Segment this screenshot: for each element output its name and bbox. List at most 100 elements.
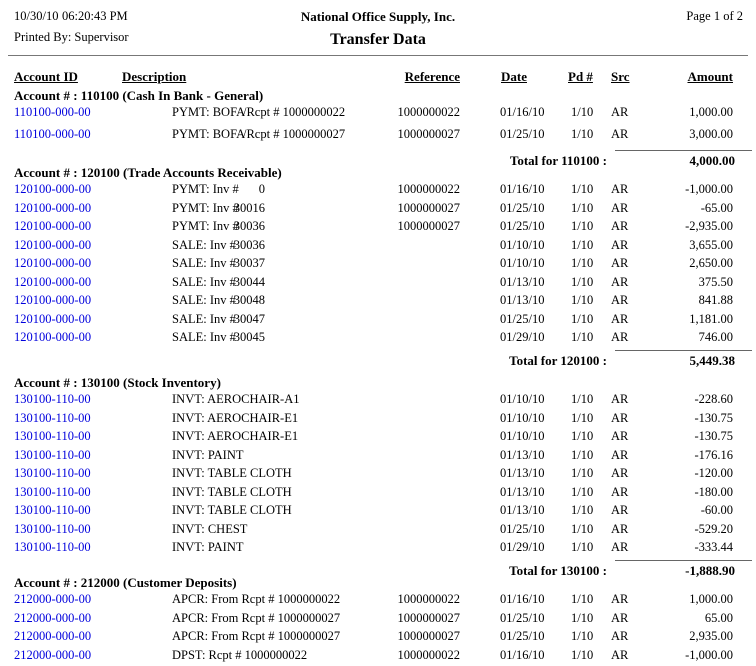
amount-cell: 1,000.00 [645, 105, 733, 120]
account-id-link[interactable]: 212000-000-00 [14, 611, 164, 626]
account-id-link[interactable]: 120100-000-00 [14, 219, 164, 234]
description-text: INVT: PAINT [172, 448, 243, 463]
source-cell: AR [611, 448, 641, 463]
total-rule [615, 560, 752, 561]
date-cell: 01/25/10 [500, 219, 552, 234]
account-id-link[interactable]: 130100-110-00 [14, 540, 164, 555]
account-id-link[interactable]: 110100-000-00 [14, 105, 164, 120]
amount-cell: 3,655.00 [645, 238, 733, 253]
date-cell: 01/10/10 [500, 238, 552, 253]
reference-cell: 1000000027 [380, 127, 460, 142]
source-cell: AR [611, 330, 641, 345]
date-cell: 01/13/10 [500, 448, 552, 463]
amount-cell: -60.00 [645, 503, 733, 518]
account-id-link[interactable]: 130100-110-00 [14, 392, 164, 407]
amount-cell: -130.75 [645, 411, 733, 426]
amount-cell: -1,000.00 [645, 648, 733, 663]
amount-cell: 841.88 [645, 293, 733, 308]
total-amount: 5,449.38 [645, 353, 735, 369]
amount-cell: 2,935.00 [645, 629, 733, 644]
total-rule [615, 350, 752, 351]
source-cell: AR [611, 411, 641, 426]
period-cell: 1/10 [571, 312, 601, 327]
column-header-row: Account ID Description Reference Date Pd… [0, 69, 756, 85]
date-cell: 01/10/10 [500, 256, 552, 271]
column-header-amount: Amount [645, 69, 733, 85]
date-cell: 01/29/10 [500, 330, 552, 345]
amount-cell: 1,000.00 [645, 592, 733, 607]
page-number: Page 1 of 2 [686, 9, 743, 24]
account-id-link[interactable]: 130100-110-00 [14, 503, 164, 518]
account-id-link[interactable]: 120100-000-00 [14, 330, 164, 345]
source-cell: AR [611, 503, 641, 518]
source-cell: AR [611, 392, 641, 407]
amount-cell: -180.00 [645, 485, 733, 500]
description-detail: 30036 [220, 238, 265, 253]
date-cell: 01/25/10 [500, 629, 552, 644]
total-label: Total for 120100 : [380, 353, 607, 369]
account-id-link[interactable]: 120100-000-00 [14, 293, 164, 308]
description-text: INVT: AEROCHAIR-A1 [172, 392, 300, 407]
period-cell: 1/10 [571, 330, 601, 345]
period-cell: 1/10 [571, 256, 601, 271]
account-id-link[interactable]: 120100-000-00 [14, 312, 164, 327]
account-section: Account # : 110100 (Cash In Bank - Gener… [0, 88, 756, 173]
date-cell: 01/13/10 [500, 275, 552, 290]
amount-cell: 746.00 [645, 330, 733, 345]
source-cell: AR [611, 105, 641, 120]
account-id-link[interactable]: 130100-110-00 [14, 411, 164, 426]
date-cell: 01/10/10 [500, 429, 552, 444]
header-rule [8, 55, 748, 56]
amount-cell: -2,935.00 [645, 219, 733, 234]
account-id-link[interactable]: 120100-000-00 [14, 182, 164, 197]
account-id-link[interactable]: 130100-110-00 [14, 485, 164, 500]
amount-cell: 65.00 [645, 611, 733, 626]
account-id-link[interactable]: 120100-000-00 [14, 238, 164, 253]
period-cell: 1/10 [571, 182, 601, 197]
period-cell: 1/10 [571, 219, 601, 234]
source-cell: AR [611, 201, 641, 216]
description-text: INVT: PAINT [172, 540, 243, 555]
description-text: APCR: From Rcpt # 1000000027 [172, 629, 340, 644]
date-cell: 01/16/10 [500, 592, 552, 607]
description-text: DPST: Rcpt # 1000000022 [172, 648, 307, 663]
amount-cell: -65.00 [645, 201, 733, 216]
date-cell: 01/16/10 [500, 105, 552, 120]
date-cell: 01/13/10 [500, 503, 552, 518]
account-id-link[interactable]: 130100-110-00 [14, 429, 164, 444]
amount-cell: -176.16 [645, 448, 733, 463]
source-cell: AR [611, 293, 641, 308]
date-cell: 01/16/10 [500, 182, 552, 197]
account-id-link[interactable]: 110100-000-00 [14, 127, 164, 142]
account-id-link[interactable]: 212000-000-00 [14, 592, 164, 607]
account-id-link[interactable]: 120100-000-00 [14, 256, 164, 271]
amount-cell: -130.75 [645, 429, 733, 444]
column-header-account-id: Account ID [14, 69, 78, 85]
account-id-link[interactable]: 120100-000-00 [14, 275, 164, 290]
date-cell: 01/29/10 [500, 540, 552, 555]
account-id-link[interactable]: 130100-110-00 [14, 448, 164, 463]
account-id-link[interactable]: 120100-000-00 [14, 201, 164, 216]
amount-cell: 1,181.00 [645, 312, 733, 327]
reference-cell: 1000000027 [380, 629, 460, 644]
reference-cell: 1000000027 [380, 201, 460, 216]
account-id-link[interactable]: 212000-000-00 [14, 648, 164, 663]
source-cell: AR [611, 238, 641, 253]
account-id-link[interactable]: 130100-110-00 [14, 522, 164, 537]
period-cell: 1/10 [571, 411, 601, 426]
account-id-link[interactable]: 212000-000-00 [14, 629, 164, 644]
account-id-link[interactable]: 130100-110-00 [14, 466, 164, 481]
description-detail: /Rcpt # 1000000022 [243, 105, 345, 120]
description-text: APCR: From Rcpt # 1000000027 [172, 611, 340, 626]
reference-cell: 1000000022 [380, 592, 460, 607]
source-cell: AR [611, 629, 641, 644]
